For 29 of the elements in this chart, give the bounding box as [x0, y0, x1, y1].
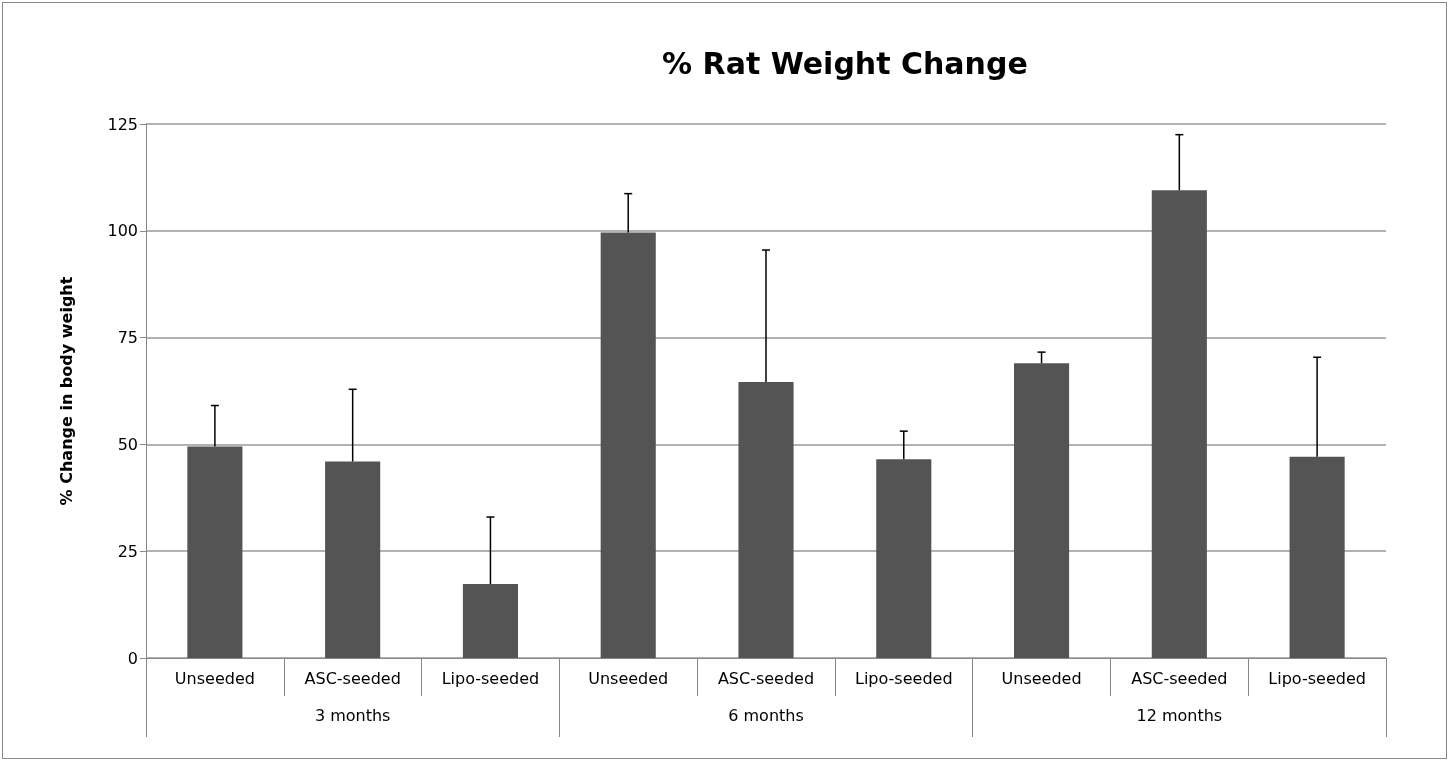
y-tick-label: 50	[117, 434, 138, 454]
bar	[1151, 190, 1207, 658]
bar	[462, 584, 518, 658]
bar	[187, 446, 243, 658]
chart-title: % Rat Weight Change	[662, 45, 1028, 81]
x-tick-label: Unseeded	[1001, 668, 1082, 688]
text: 12 months	[1136, 705, 1223, 725]
bar	[600, 232, 656, 658]
x-tick-label: Lipo-seeded	[855, 668, 953, 688]
y-tick-label: 25	[117, 541, 138, 561]
x-tick-label: Lipo-seeded	[1268, 668, 1366, 688]
bar	[325, 461, 381, 658]
bar	[1289, 456, 1345, 658]
x-tick-label: ASC-seeded	[1131, 668, 1228, 688]
y-tick-label: 0	[127, 648, 138, 668]
y-tick-label: 100	[107, 221, 138, 241]
y-axis-title: % Change in body weight	[56, 276, 76, 506]
x-tick-label: Unseeded	[174, 668, 255, 688]
y-tick-label: 75	[117, 328, 138, 348]
x-tick-label: ASC-seeded	[717, 668, 815, 688]
bar	[1014, 363, 1070, 658]
bar	[738, 382, 794, 658]
x-tick-label: Unseeded	[588, 668, 669, 688]
x-tick-label: ASC-seeded	[304, 668, 401, 688]
bar	[876, 459, 932, 658]
text: 6 months	[728, 705, 804, 725]
x-tick-label: Lipo-seeded	[441, 668, 540, 688]
text: 3 months	[314, 705, 391, 725]
y-tick-label: 125	[107, 114, 138, 134]
